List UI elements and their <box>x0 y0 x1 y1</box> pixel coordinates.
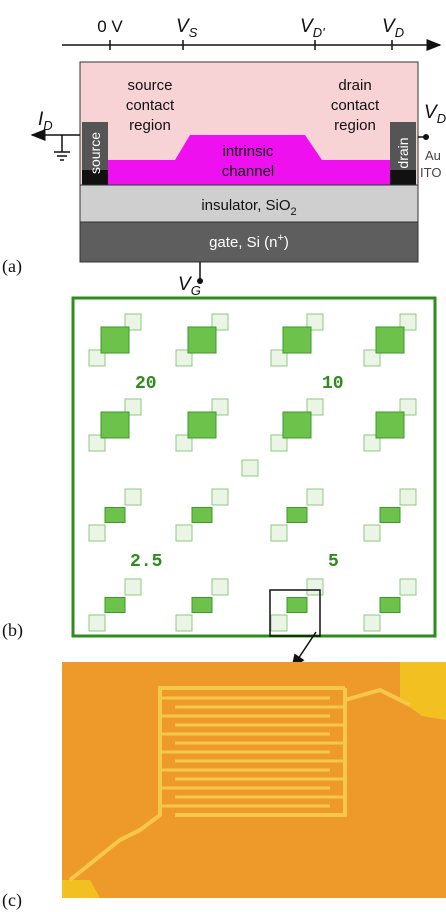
shape <box>287 508 307 523</box>
shape <box>271 615 287 631</box>
source-label: source <box>87 132 103 174</box>
shape <box>307 489 323 505</box>
shape <box>364 615 380 631</box>
region-text: contact <box>126 97 175 114</box>
material: ITO <box>420 165 441 180</box>
gate-text: gate, Si (n+) <box>209 232 289 251</box>
channel-text: channel <box>222 163 275 180</box>
shape <box>89 615 105 631</box>
shape <box>400 579 416 595</box>
drain-label: drain <box>395 137 411 168</box>
panel-label: (a) <box>2 256 22 277</box>
array-label: 5 <box>328 552 339 572</box>
shape <box>283 327 311 353</box>
axis-tick: VD <box>382 16 404 40</box>
channel-text: intrinsic <box>223 143 274 160</box>
shape <box>287 598 307 613</box>
array-label: 20 <box>135 374 157 394</box>
region-text: drain <box>338 77 371 94</box>
axis-tick: VD' <box>300 16 325 40</box>
shape <box>283 412 311 438</box>
panel-label: (c) <box>2 890 22 911</box>
shape <box>125 489 141 505</box>
shape <box>192 598 212 613</box>
shape <box>105 598 125 613</box>
shape <box>242 460 258 476</box>
shape <box>400 489 416 505</box>
drain-voltage: VD <box>424 102 446 126</box>
shape <box>192 508 212 523</box>
shape <box>101 327 129 353</box>
array-label: 2.5 <box>130 552 162 572</box>
current-label: ID <box>38 109 53 133</box>
panel-label: (b) <box>2 620 23 641</box>
shape <box>176 525 192 541</box>
shape <box>364 525 380 541</box>
region-text: contact <box>331 97 380 114</box>
axis-tick: VS <box>176 16 198 40</box>
shape <box>176 615 192 631</box>
axis-tick: 0 V <box>97 17 123 36</box>
shape <box>101 412 129 438</box>
shape <box>212 579 228 595</box>
shape <box>376 327 404 353</box>
shape <box>105 508 125 523</box>
shape <box>188 327 216 353</box>
region-text: region <box>334 117 376 134</box>
region-text: region <box>129 117 171 134</box>
gate-voltage: VG <box>178 274 201 298</box>
shape <box>89 525 105 541</box>
shape <box>271 525 287 541</box>
figure: 0 V VS VD' VD source drain source contac… <box>0 0 446 912</box>
shape <box>125 579 141 595</box>
shape <box>380 508 400 523</box>
region-text: source <box>127 77 172 94</box>
shape <box>188 412 216 438</box>
material: Au <box>425 148 441 163</box>
shape <box>380 598 400 613</box>
shape <box>212 489 228 505</box>
shape <box>376 412 404 438</box>
array-label: 10 <box>322 374 344 394</box>
